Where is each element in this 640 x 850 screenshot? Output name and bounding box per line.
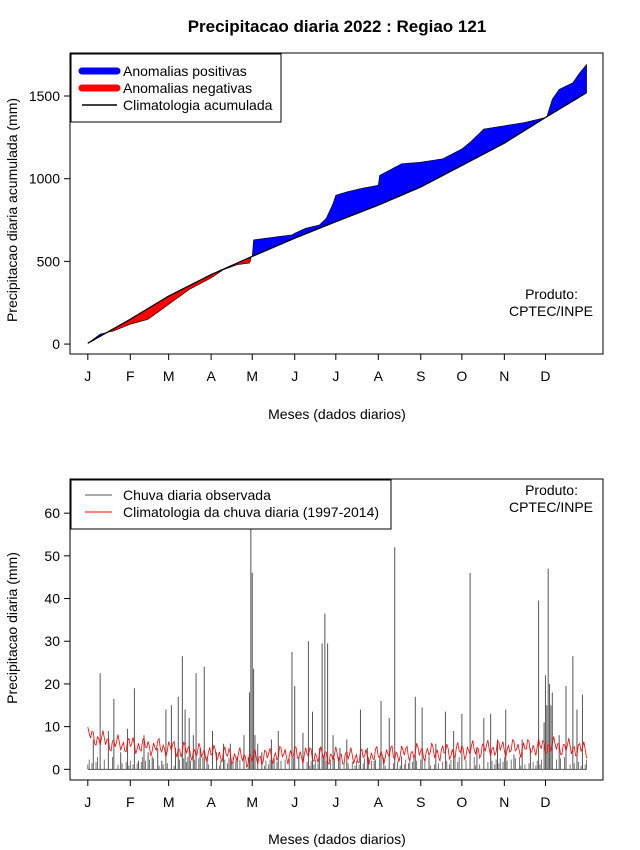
legend-label-climatology: Climatologia acumulada <box>123 97 273 113</box>
legend: Anomalias positivas Anomalias negativas … <box>70 53 282 123</box>
y-axis-label: Precipitacao diaria acumulada (mm) <box>4 98 20 322</box>
positive-anomaly-area <box>251 63 587 257</box>
climatology-series <box>87 726 587 769</box>
y-axis: 0 10 20 30 40 50 60 <box>44 505 71 777</box>
y-tick-label: 60 <box>44 505 60 521</box>
y-tick-label: 0 <box>52 336 60 352</box>
x-tick-label: M <box>246 368 258 384</box>
x-tick-label: F <box>126 794 135 810</box>
cumulative-panel: 0 500 1000 1500 J F M A M J J A S O N D Precipitacao d… <box>4 52 604 422</box>
y-tick-label: 0 <box>52 761 60 777</box>
x-tick-label: D <box>540 794 550 810</box>
x-tick-label: O <box>456 368 467 384</box>
legend-label-observed: Chuva diaria observada <box>123 487 271 503</box>
y-tick-label: 500 <box>37 253 61 269</box>
annotation-line-2: CPTEC/INPE <box>509 499 593 515</box>
chart-title: Precipitacao diaria 2022 : Regiao 121 <box>188 17 487 36</box>
x-axis-label: Meses (dados diarios) <box>268 831 406 847</box>
x-tick-label: N <box>499 794 509 810</box>
x-tick-label: J <box>84 368 91 384</box>
x-tick-label: S <box>416 368 425 384</box>
y-tick-label: 50 <box>44 548 60 564</box>
x-tick-label: J <box>291 368 298 384</box>
y-axis-label: Precipitacao diaria (mm) <box>4 552 20 704</box>
annotation-line-2: CPTEC/INPE <box>509 303 593 319</box>
y-tick-label: 1500 <box>29 88 60 104</box>
observed-series <box>87 528 587 770</box>
x-tick-label: M <box>163 794 175 810</box>
climatology-cumulative-line <box>87 92 587 344</box>
y-tick-label: 40 <box>44 591 60 607</box>
x-tick-label: A <box>374 368 384 384</box>
legend-label-negative: Anomalias negativas <box>123 80 252 96</box>
climatology-daily-line <box>87 726 587 769</box>
anomaly-areas <box>87 63 587 344</box>
annotation-line-1: Produto: <box>525 482 578 498</box>
x-tick-label: A <box>374 794 384 810</box>
x-tick-label: J <box>84 794 91 810</box>
negative-anomaly-area <box>106 256 252 333</box>
x-tick-label: J <box>332 794 339 810</box>
x-axis-label: Meses (dados diarios) <box>268 406 406 422</box>
legend: Chuva diaria observada Climatologia da c… <box>70 479 392 530</box>
legend-label-climatology: Climatologia da chuva diaria (1997-2014) <box>123 504 379 520</box>
annotation-line-1: Produto: <box>525 286 578 302</box>
y-tick-label: 1000 <box>29 171 60 187</box>
y-axis: 0 500 1000 1500 <box>29 88 71 352</box>
x-tick-label: J <box>291 794 298 810</box>
x-tick-label: A <box>206 794 216 810</box>
daily-panel: 0 10 20 30 40 50 60 J F M A M J J A S O N D Precipitacao … <box>4 478 604 847</box>
x-tick-label: O <box>456 794 467 810</box>
x-tick-label: A <box>206 368 216 384</box>
x-tick-label: D <box>540 368 550 384</box>
y-tick-label: 10 <box>44 719 60 735</box>
x-tick-label: J <box>332 368 339 384</box>
legend-label-positive: Anomalias positivas <box>123 63 247 79</box>
x-tick-label: F <box>126 368 135 384</box>
y-tick-label: 30 <box>44 633 60 649</box>
x-tick-label: N <box>499 368 509 384</box>
x-tick-label: M <box>246 794 258 810</box>
y-tick-label: 20 <box>44 676 60 692</box>
x-tick-label: M <box>163 368 175 384</box>
x-tick-label: S <box>416 794 425 810</box>
legend-box <box>70 479 392 530</box>
